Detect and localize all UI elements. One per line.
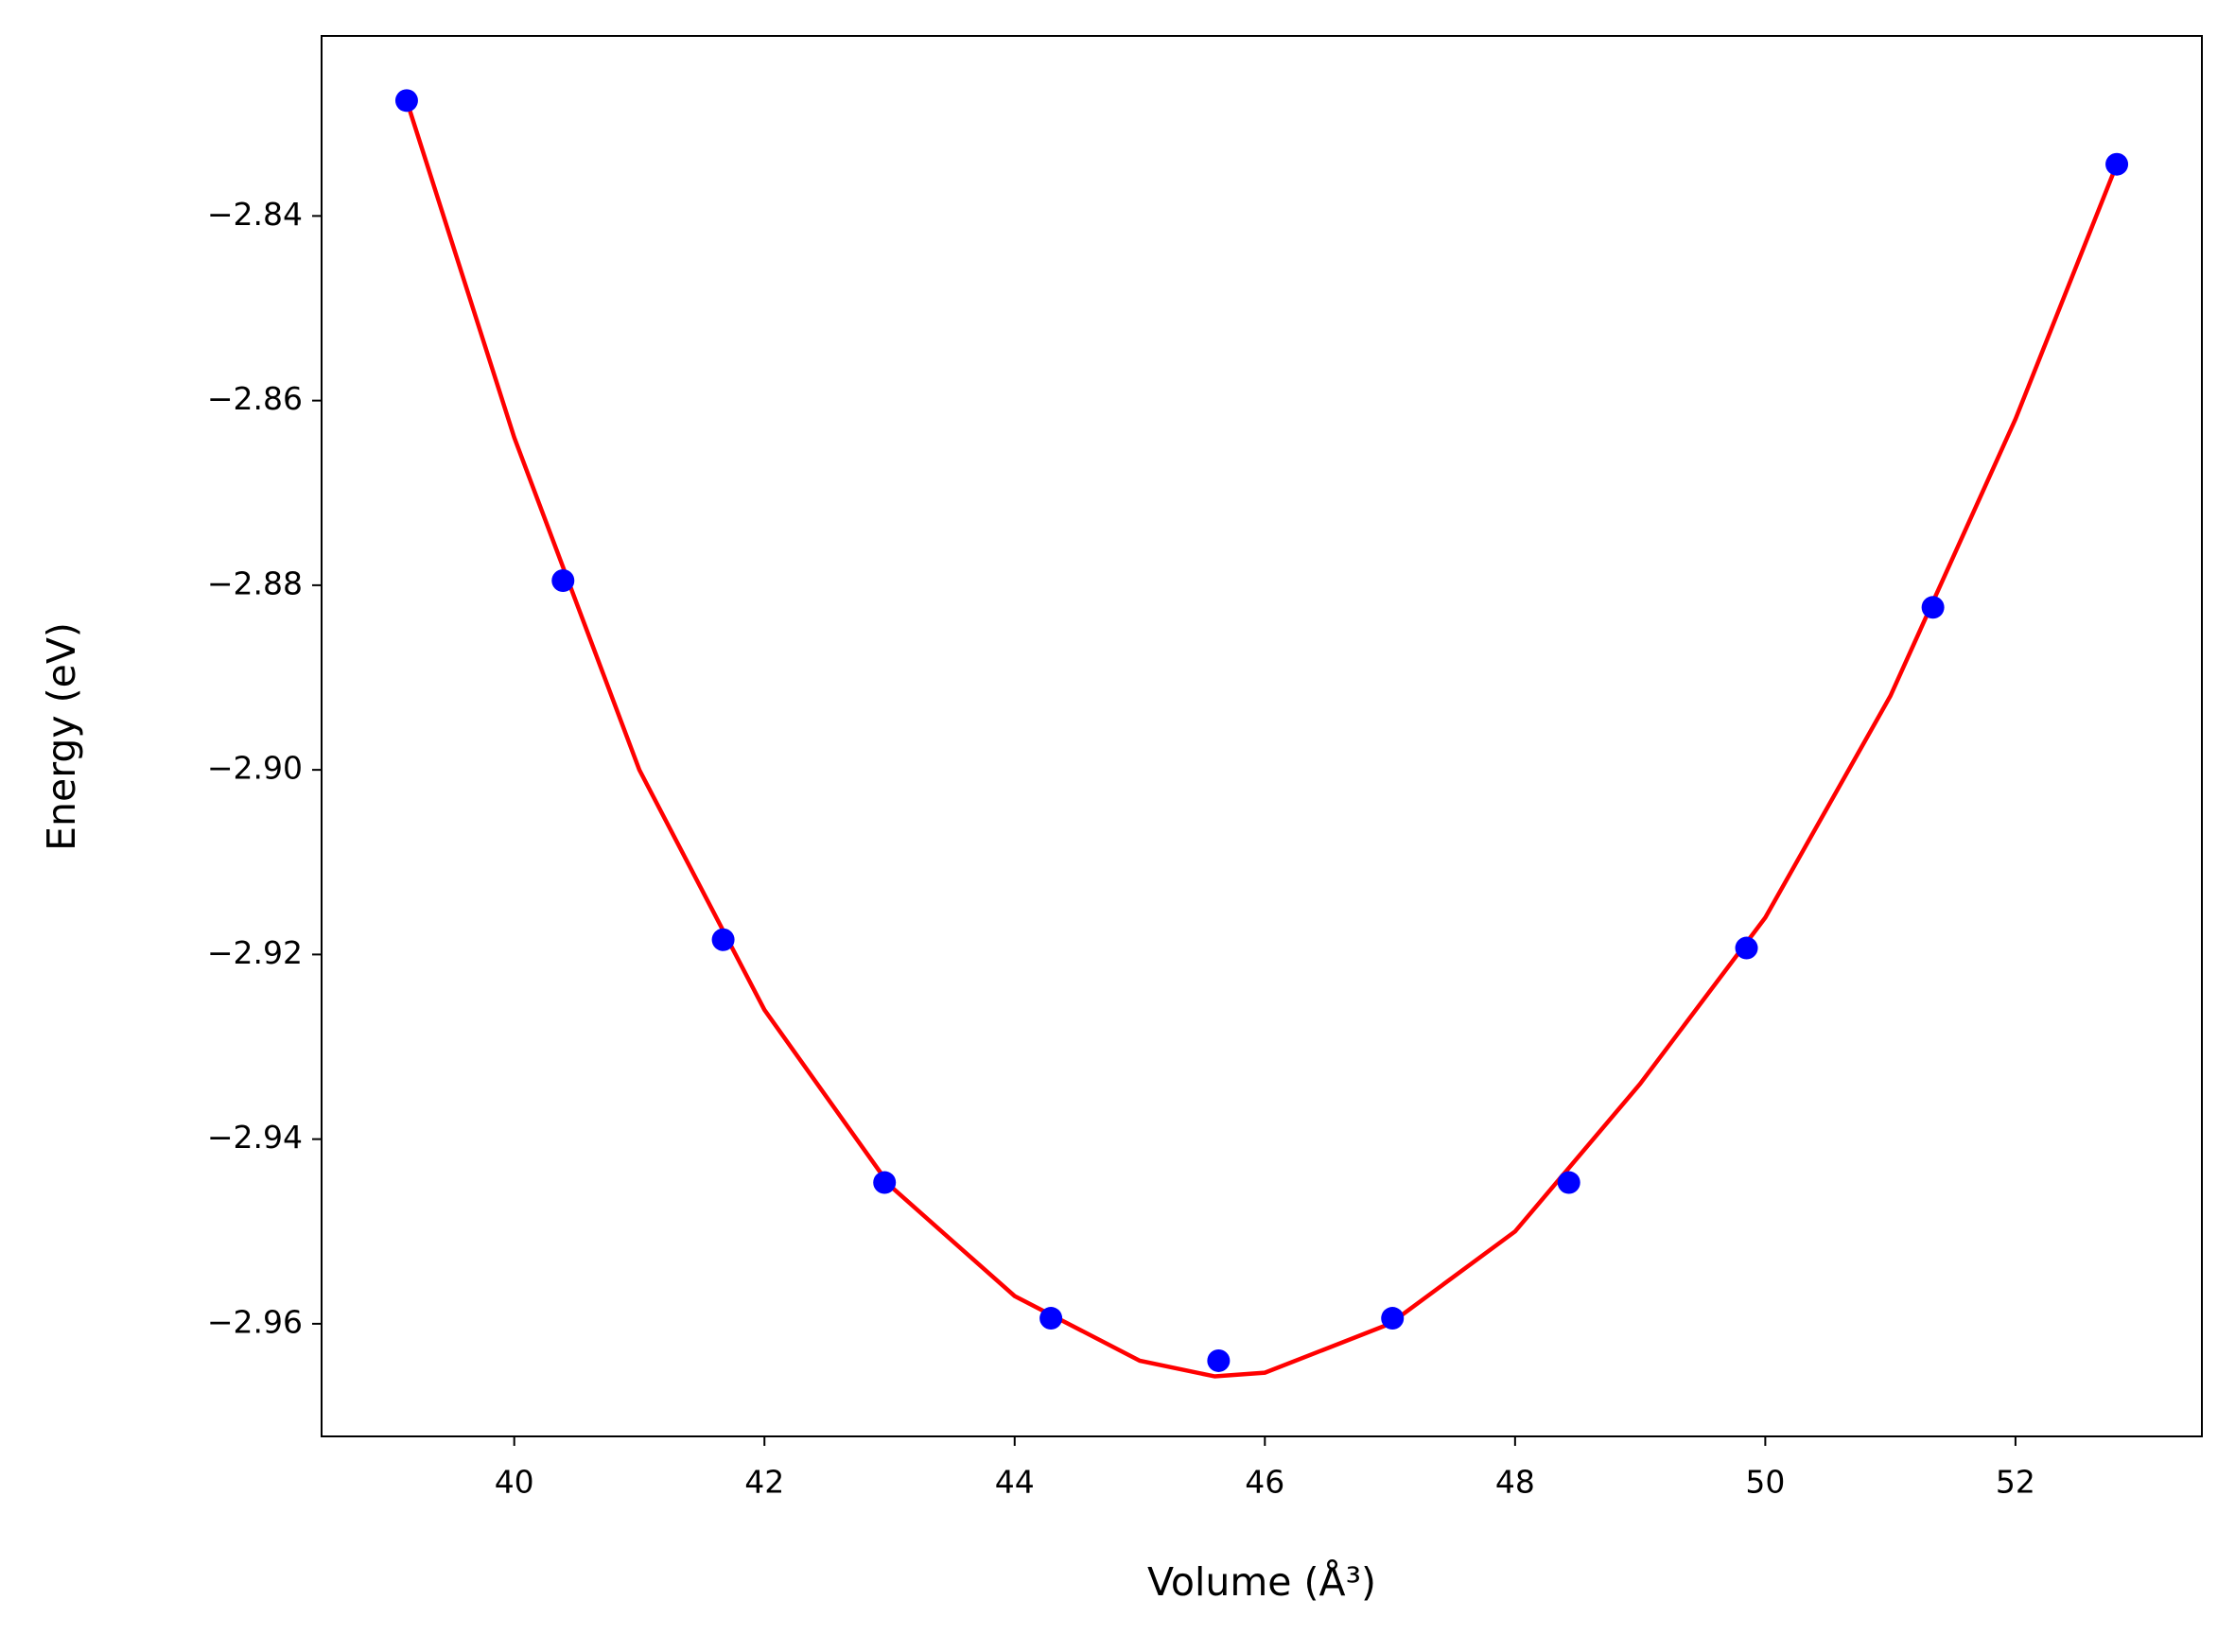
x-axis-label: Volume (Å³) xyxy=(1147,1559,1376,1605)
data-point xyxy=(1381,1307,1405,1330)
x-tick-label: 44 xyxy=(995,1464,1035,1501)
data-point xyxy=(1735,936,1758,960)
data-point xyxy=(1039,1307,1063,1330)
data-point xyxy=(1921,596,1945,619)
y-axis-label: Energy (eV) xyxy=(39,622,84,851)
y-tick-label: −2.88 xyxy=(207,565,303,601)
y-tick-label: −2.90 xyxy=(207,750,303,787)
x-tick-label: 42 xyxy=(744,1464,784,1501)
plot-frame xyxy=(321,35,2203,1437)
data-point xyxy=(1207,1348,1231,1372)
data-point xyxy=(2105,152,2129,176)
data-point xyxy=(873,1171,897,1194)
y-tick-label: −2.92 xyxy=(207,934,303,971)
fit-line xyxy=(404,99,2120,1379)
x-tick-label: 52 xyxy=(1996,1464,2035,1501)
data-point xyxy=(551,568,575,592)
x-tick-label: 46 xyxy=(1245,1464,1284,1501)
data-point xyxy=(394,89,418,113)
data-point xyxy=(1557,1171,1580,1194)
x-tick-label: 48 xyxy=(1495,1464,1535,1501)
y-tick-label: −2.84 xyxy=(207,196,303,233)
y-tick-label: −2.86 xyxy=(207,380,303,417)
y-tick-label: −2.96 xyxy=(207,1303,303,1340)
x-tick-label: 50 xyxy=(1745,1464,1785,1501)
y-tick-label: −2.94 xyxy=(207,1119,303,1156)
data-point xyxy=(711,928,735,951)
x-tick-label: 40 xyxy=(495,1464,534,1501)
